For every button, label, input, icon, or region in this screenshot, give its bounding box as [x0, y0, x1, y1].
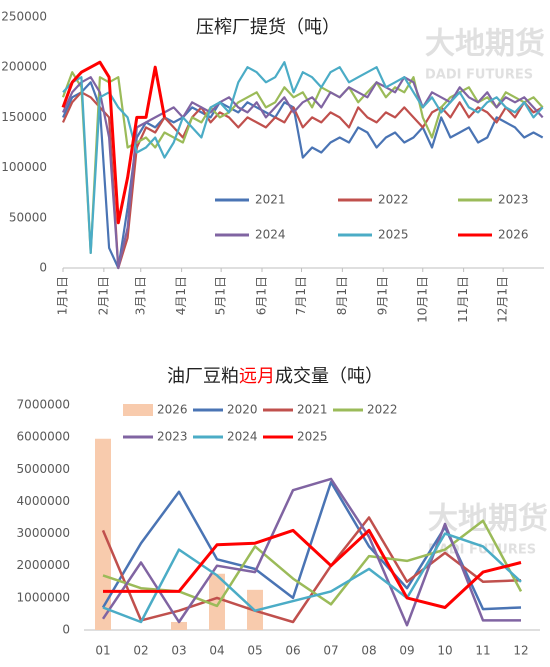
legend-label: 2026: [498, 228, 529, 242]
x-tick-label: 11: [475, 644, 490, 658]
y-tick-label: 1000000: [17, 590, 70, 604]
x-tick-label: 12: [513, 644, 528, 658]
x-tick-label: 11月1日: [456, 276, 470, 323]
y-tick-label: 200000: [1, 60, 47, 74]
title-part: 远月: [239, 366, 275, 387]
y-tick-label: 50000: [9, 210, 47, 224]
x-tick-label: 4月1日: [174, 276, 188, 315]
bar: [171, 621, 187, 630]
series-line: [103, 528, 522, 609]
x-tick-label: 2月1日: [96, 276, 110, 315]
x-tick-label: 01: [95, 644, 110, 658]
x-tick-label: 12月1日: [496, 276, 510, 323]
series-line: [61, 81, 544, 270]
legend-label: 2021: [255, 193, 286, 207]
x-tick-label: 7月1日: [294, 276, 308, 315]
y-tick-label: 5000000: [17, 462, 70, 476]
watermark-text: DADI FUTURES: [425, 68, 533, 83]
x-tick-label: 6月1日: [254, 276, 268, 315]
x-tick-label: 10: [437, 644, 452, 658]
x-tick-label: 3月1日: [133, 276, 147, 315]
series-line: [61, 60, 166, 225]
x-tick-label: 08: [361, 644, 376, 658]
x-tick-label: 02: [133, 644, 148, 658]
bar: [95, 438, 111, 630]
x-tick-label: 5月1日: [214, 276, 228, 315]
y-tick-label: 0: [39, 261, 47, 275]
x-tick-label: 09: [399, 644, 414, 658]
series-line: [61, 91, 544, 270]
x-tick-label: 03: [171, 644, 186, 658]
x-tick-label: 10月1日: [415, 276, 429, 323]
legend-swatch: [123, 404, 153, 416]
legend-label: 2023: [157, 430, 188, 444]
bar: [209, 573, 225, 630]
y-tick-label: 2000000: [17, 558, 70, 572]
title-part: 成交量（吨）: [275, 366, 383, 387]
chart-title: 油厂豆粕远月成交量（吨）: [167, 366, 383, 387]
series-line: [101, 477, 521, 627]
y-tick-label: 0: [62, 623, 70, 637]
y-tick-label: 3000000: [17, 526, 70, 540]
legend-label: 2025: [378, 228, 409, 242]
legend-label: 2026: [157, 403, 188, 417]
chart-title: 压榨厂提货（吨）: [196, 17, 340, 38]
series-line: [61, 76, 544, 270]
legend-label: 2024: [255, 228, 286, 242]
y-tick-label: 150000: [1, 110, 47, 124]
legend-label: 2022: [367, 403, 398, 417]
x-tick-label: 8月1日: [335, 276, 349, 315]
series-line: [62, 61, 544, 254]
x-tick-label: 05: [247, 644, 262, 658]
x-tick-label: 06: [285, 644, 300, 658]
y-tick-label: 4000000: [17, 494, 70, 508]
y-tick-label: 100000: [1, 160, 47, 174]
legend-label: 2025: [297, 430, 328, 444]
y-tick-label: 6000000: [17, 430, 70, 444]
legend-label: 2024: [227, 430, 258, 444]
legend-label: 2023: [498, 193, 529, 207]
series-line: [102, 532, 522, 624]
legend-label: 2021: [297, 403, 328, 417]
watermark-text: 大地期货: [425, 27, 545, 62]
y-tick-label: 7000000: [17, 398, 70, 412]
title-part: 油厂豆粕: [167, 366, 239, 387]
x-tick-label: 07: [323, 644, 338, 658]
legend-label: 2022: [378, 193, 409, 207]
x-tick-label: 9月1日: [376, 276, 390, 315]
x-tick-label: 1月1日: [56, 276, 70, 315]
legend-label: 2020: [227, 403, 258, 417]
y-tick-label: 250000: [1, 10, 47, 24]
x-tick-label: 04: [209, 644, 224, 658]
